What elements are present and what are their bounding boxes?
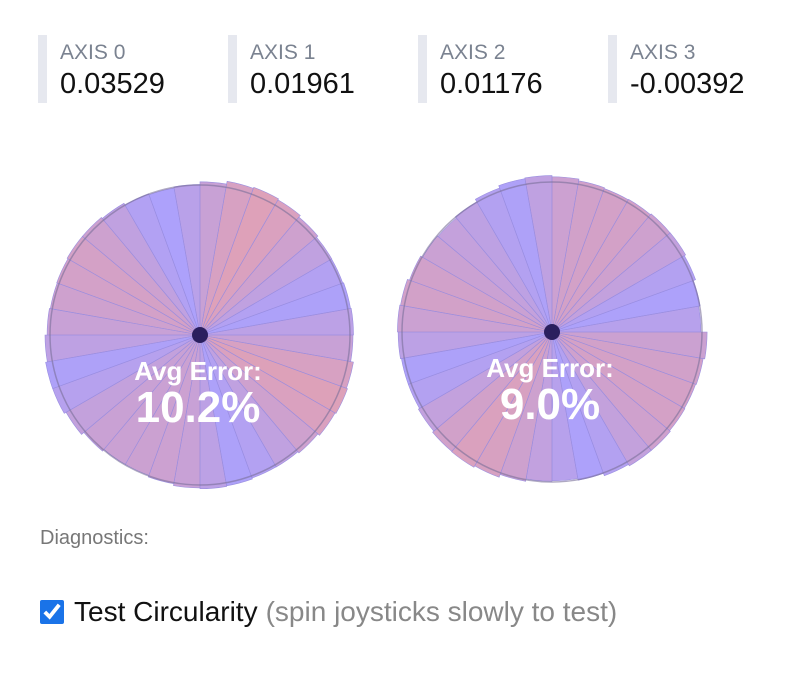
sector [551,180,605,333]
center-dot [192,327,208,343]
sector [551,331,652,467]
sector [409,255,553,333]
axis-bar [418,35,427,103]
sector [551,331,629,477]
axis-bar [38,35,47,103]
center-dot [544,324,560,340]
avg-error-value: 9.0% [500,380,600,429]
sector [45,334,201,390]
axis-value: 0.01961 [250,68,355,100]
axis-value: 0.01176 [440,68,543,100]
sector [199,307,354,336]
axis: AXIS 1 0.01961 [228,35,355,103]
reference-circle [401,181,703,483]
diagnostics-label: Diagnostics: [40,527,149,549]
sector [82,217,201,336]
avg-error-value: 10.2% [136,383,261,432]
sector [199,334,228,490]
sector [44,334,201,363]
reference-circle [49,184,351,486]
sector [417,331,553,432]
sector [199,199,301,336]
sector [199,334,319,454]
test-circularity[interactable]: Test Circularity (spin joysticks slowly … [40,596,617,628]
sector [147,334,201,485]
sector [400,279,553,333]
avg-error-label: Avg Error: [486,353,614,383]
sector [199,334,336,436]
sector [551,305,702,333]
circularity-plot: Avg Error:10.2% [44,180,354,490]
sector [432,331,553,452]
axis-value: 0.03529 [60,68,165,100]
sector [551,255,696,333]
test-checkbox[interactable] [40,600,64,624]
circularity-plots: Avg Error:10.2%Avg Error:9.0% [44,175,708,490]
sector [199,216,319,336]
axis: AXIS 0 0.03529 [38,35,165,103]
axis: AXIS 3 -0.00392 [608,35,745,103]
axis-label: AXIS 3 [630,41,696,64]
axis-label: AXIS 2 [440,41,506,64]
axis-label: AXIS 0 [60,41,126,64]
sector [551,232,687,333]
sector [199,186,279,336]
avg-error-label: Avg Error: [134,356,262,386]
axis-bar [228,35,237,103]
axis-label: AXIS 1 [250,41,316,64]
sector [451,331,553,468]
axis-bar [608,35,617,103]
sector [101,202,201,336]
sector [524,175,553,333]
test-label: Test Circularity [74,596,258,627]
axis: AXIS 2 0.01176 [418,35,543,103]
sector [199,334,348,414]
axis-value: -0.00392 [630,68,745,100]
sector [551,331,704,385]
test-hint: (spin joysticks slowly to test) [265,596,618,627]
circularity-plot: Avg Error:9.0% [397,175,708,483]
